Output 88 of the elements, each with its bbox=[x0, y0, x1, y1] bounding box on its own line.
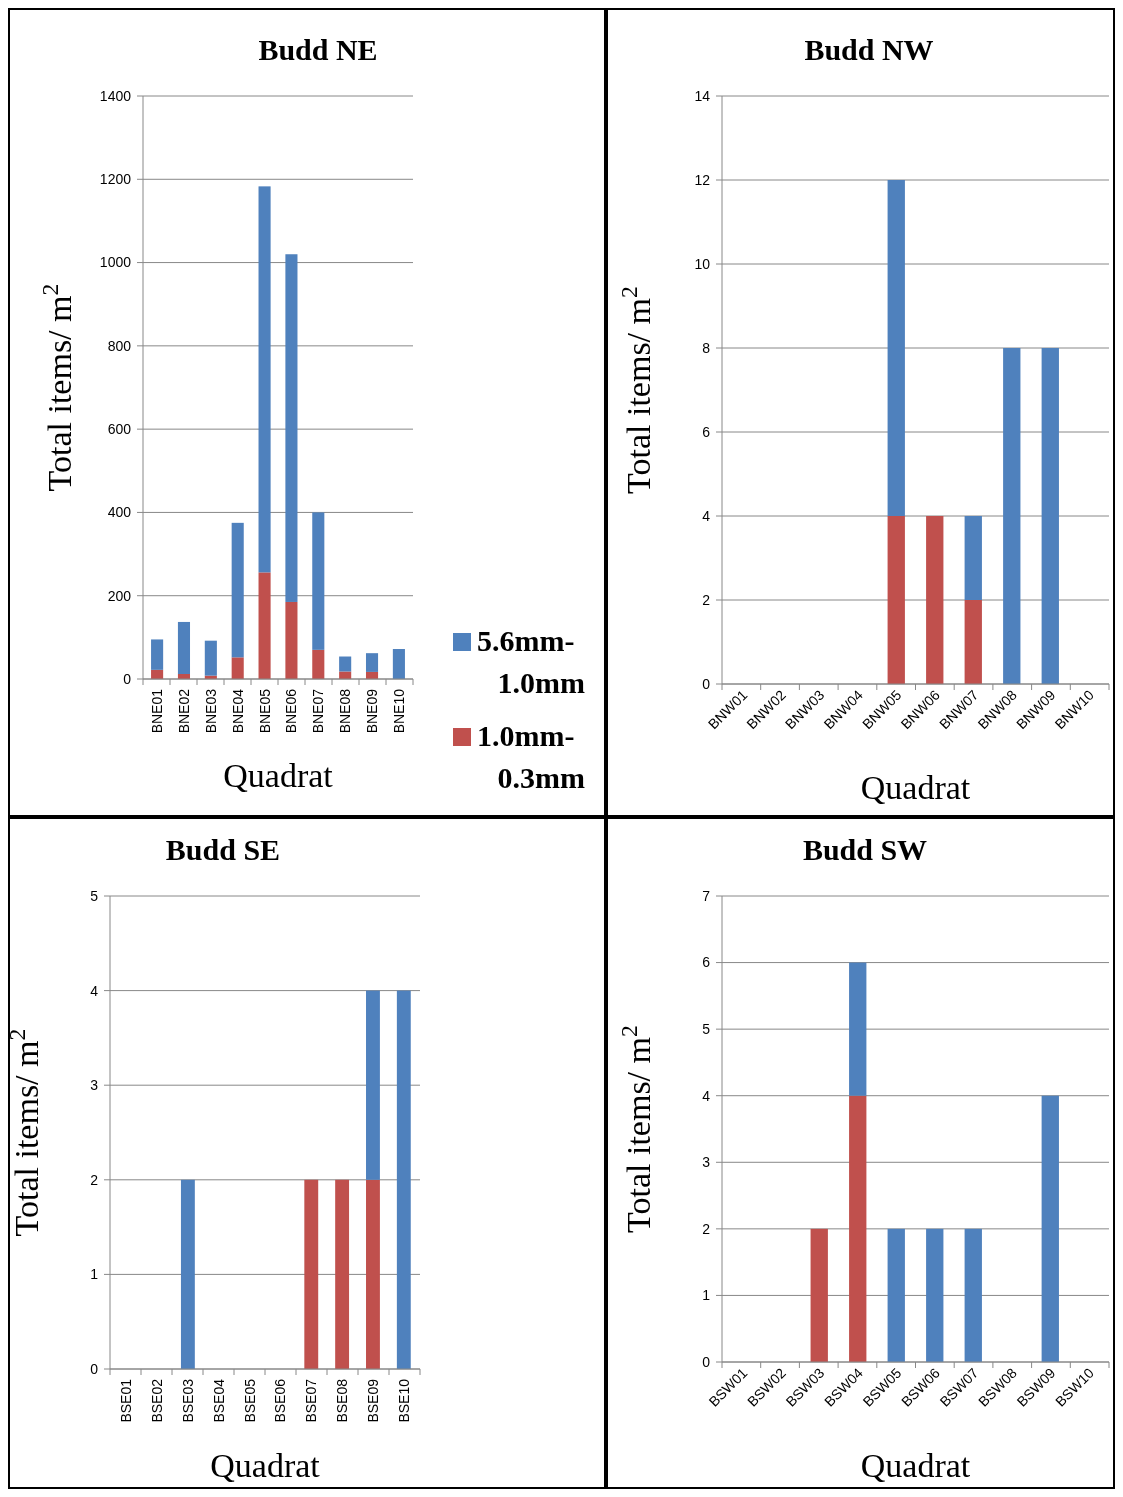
y-tick-label: 2 bbox=[702, 591, 711, 608]
y-tick-label: 1 bbox=[90, 1266, 99, 1283]
x-tick-label: BNE10 bbox=[390, 688, 407, 734]
y-tick-label: 14 bbox=[694, 87, 711, 104]
y-tick-label: 6 bbox=[702, 954, 711, 971]
y-tick-label: 4 bbox=[90, 982, 99, 999]
y-tick-label: 0 bbox=[90, 1360, 99, 1377]
x-axis-title: Quadrat bbox=[860, 769, 971, 806]
y-tick-label: 2 bbox=[702, 1220, 711, 1237]
y-tick-label: 10 bbox=[694, 255, 711, 272]
bar bbox=[1041, 348, 1059, 684]
bar bbox=[810, 1228, 828, 1362]
x-tick-label: BNE01 bbox=[149, 688, 166, 734]
x-tick-label: BNE04 bbox=[229, 688, 246, 734]
chart-title: Budd NE bbox=[258, 33, 378, 66]
x-axis-title: Quadrat bbox=[210, 1447, 321, 1484]
bar bbox=[151, 639, 164, 670]
chart-title: Budd SW bbox=[802, 833, 928, 866]
y-tick-label: 8 bbox=[702, 339, 711, 356]
y-tick-label: 1 bbox=[702, 1287, 711, 1304]
y-tick-label: 4 bbox=[702, 1087, 711, 1104]
x-tick-label: BNE02 bbox=[175, 688, 192, 734]
bar bbox=[926, 516, 944, 684]
bar bbox=[887, 516, 905, 684]
bar bbox=[849, 1095, 867, 1362]
bar bbox=[312, 512, 325, 650]
bar bbox=[392, 649, 405, 679]
x-tick-label: BSE02 bbox=[149, 1378, 166, 1423]
chart-title: Budd NW bbox=[804, 33, 934, 66]
x-tick-label: BSE04 bbox=[210, 1378, 227, 1423]
chart-title: Budd SE bbox=[165, 833, 281, 866]
bar bbox=[258, 186, 271, 573]
bar bbox=[231, 522, 244, 658]
x-tick-label: BNE09 bbox=[364, 688, 381, 734]
x-tick-label: BSE05 bbox=[241, 1378, 258, 1423]
x-tick-label: BSE01 bbox=[118, 1378, 135, 1423]
y-tick-label: 5 bbox=[90, 887, 99, 904]
bar bbox=[964, 516, 982, 600]
x-tick-label: BSE08 bbox=[334, 1378, 351, 1423]
y-tick-label: 200 bbox=[107, 587, 132, 604]
y-tick-label: 3 bbox=[90, 1077, 99, 1094]
bar bbox=[285, 601, 298, 679]
y-tick-label: 12 bbox=[694, 171, 711, 188]
x-tick-label: BSE09 bbox=[364, 1378, 381, 1423]
legend-label: 1.0mm-0.3mm bbox=[477, 719, 586, 794]
bar bbox=[926, 1228, 944, 1362]
bar bbox=[231, 657, 244, 679]
bar bbox=[964, 600, 982, 684]
bar bbox=[204, 640, 217, 676]
bar bbox=[1041, 1095, 1059, 1362]
y-tick-label: 400 bbox=[107, 504, 132, 521]
bar bbox=[339, 656, 352, 672]
y-tick-label: 7 bbox=[702, 887, 711, 904]
y-tick-label: 2 bbox=[90, 1171, 99, 1188]
bar bbox=[258, 572, 271, 679]
y-tick-label: 0 bbox=[123, 670, 132, 687]
x-tick-label: BNE08 bbox=[337, 688, 354, 734]
y-tick-label: 6 bbox=[702, 423, 711, 440]
x-tick-label: BSE03 bbox=[179, 1378, 196, 1423]
x-axis-title: Quadrat bbox=[860, 1447, 971, 1484]
x-tick-label: BNE03 bbox=[202, 688, 219, 734]
legend-label: 5.6mm-1.0mm bbox=[477, 624, 586, 699]
y-tick-label: 1400 bbox=[99, 87, 132, 104]
bar bbox=[177, 621, 191, 674]
y-tick-label: 1000 bbox=[99, 254, 132, 271]
x-tick-label: BNE06 bbox=[283, 688, 300, 734]
bar bbox=[887, 180, 905, 516]
bar bbox=[285, 254, 298, 602]
x-tick-label: BNE05 bbox=[256, 688, 273, 734]
bar bbox=[1003, 348, 1021, 684]
bar bbox=[849, 962, 867, 1096]
y-tick-label: 3 bbox=[702, 1154, 711, 1171]
y-tick-label: 600 bbox=[107, 421, 132, 438]
bar bbox=[365, 653, 379, 672]
y-tick-label: 4 bbox=[702, 507, 711, 524]
y-tick-label: 800 bbox=[107, 337, 132, 354]
x-tick-label: BSE10 bbox=[395, 1378, 412, 1423]
x-tick-label: BNE07 bbox=[310, 688, 327, 734]
x-tick-label: BSE07 bbox=[303, 1378, 320, 1423]
y-tick-label: 0 bbox=[702, 675, 711, 692]
bar bbox=[887, 1228, 905, 1362]
y-tick-label: 0 bbox=[702, 1353, 711, 1370]
x-tick-label: BSE06 bbox=[272, 1378, 289, 1423]
x-axis-title: Quadrat bbox=[223, 757, 334, 794]
y-tick-label: 1200 bbox=[99, 171, 132, 188]
bar bbox=[312, 649, 325, 679]
y-tick-label: 5 bbox=[702, 1021, 711, 1038]
bar bbox=[964, 1228, 982, 1362]
